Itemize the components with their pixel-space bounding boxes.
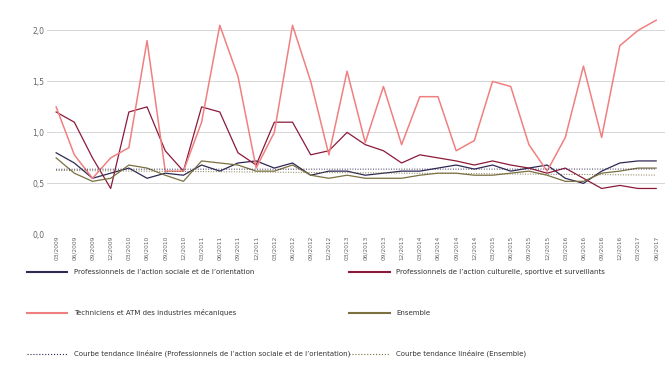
Text: Techniciens et ATM des industries mécaniques: Techniciens et ATM des industries mécani…	[74, 309, 236, 316]
Text: Ensemble: Ensemble	[396, 310, 431, 316]
Text: Courbe tendance linéaire (Ensemble): Courbe tendance linéaire (Ensemble)	[396, 350, 527, 357]
Text: Courbe tendance linéaire (Professionnels de l’action sociale et de l’orientation: Courbe tendance linéaire (Professionnels…	[74, 350, 350, 357]
Text: Professionnels de l’action culturelle, sportive et surveillants: Professionnels de l’action culturelle, s…	[396, 269, 605, 275]
Text: Professionnels de l’action sociale et de l’orientation: Professionnels de l’action sociale et de…	[74, 269, 254, 275]
